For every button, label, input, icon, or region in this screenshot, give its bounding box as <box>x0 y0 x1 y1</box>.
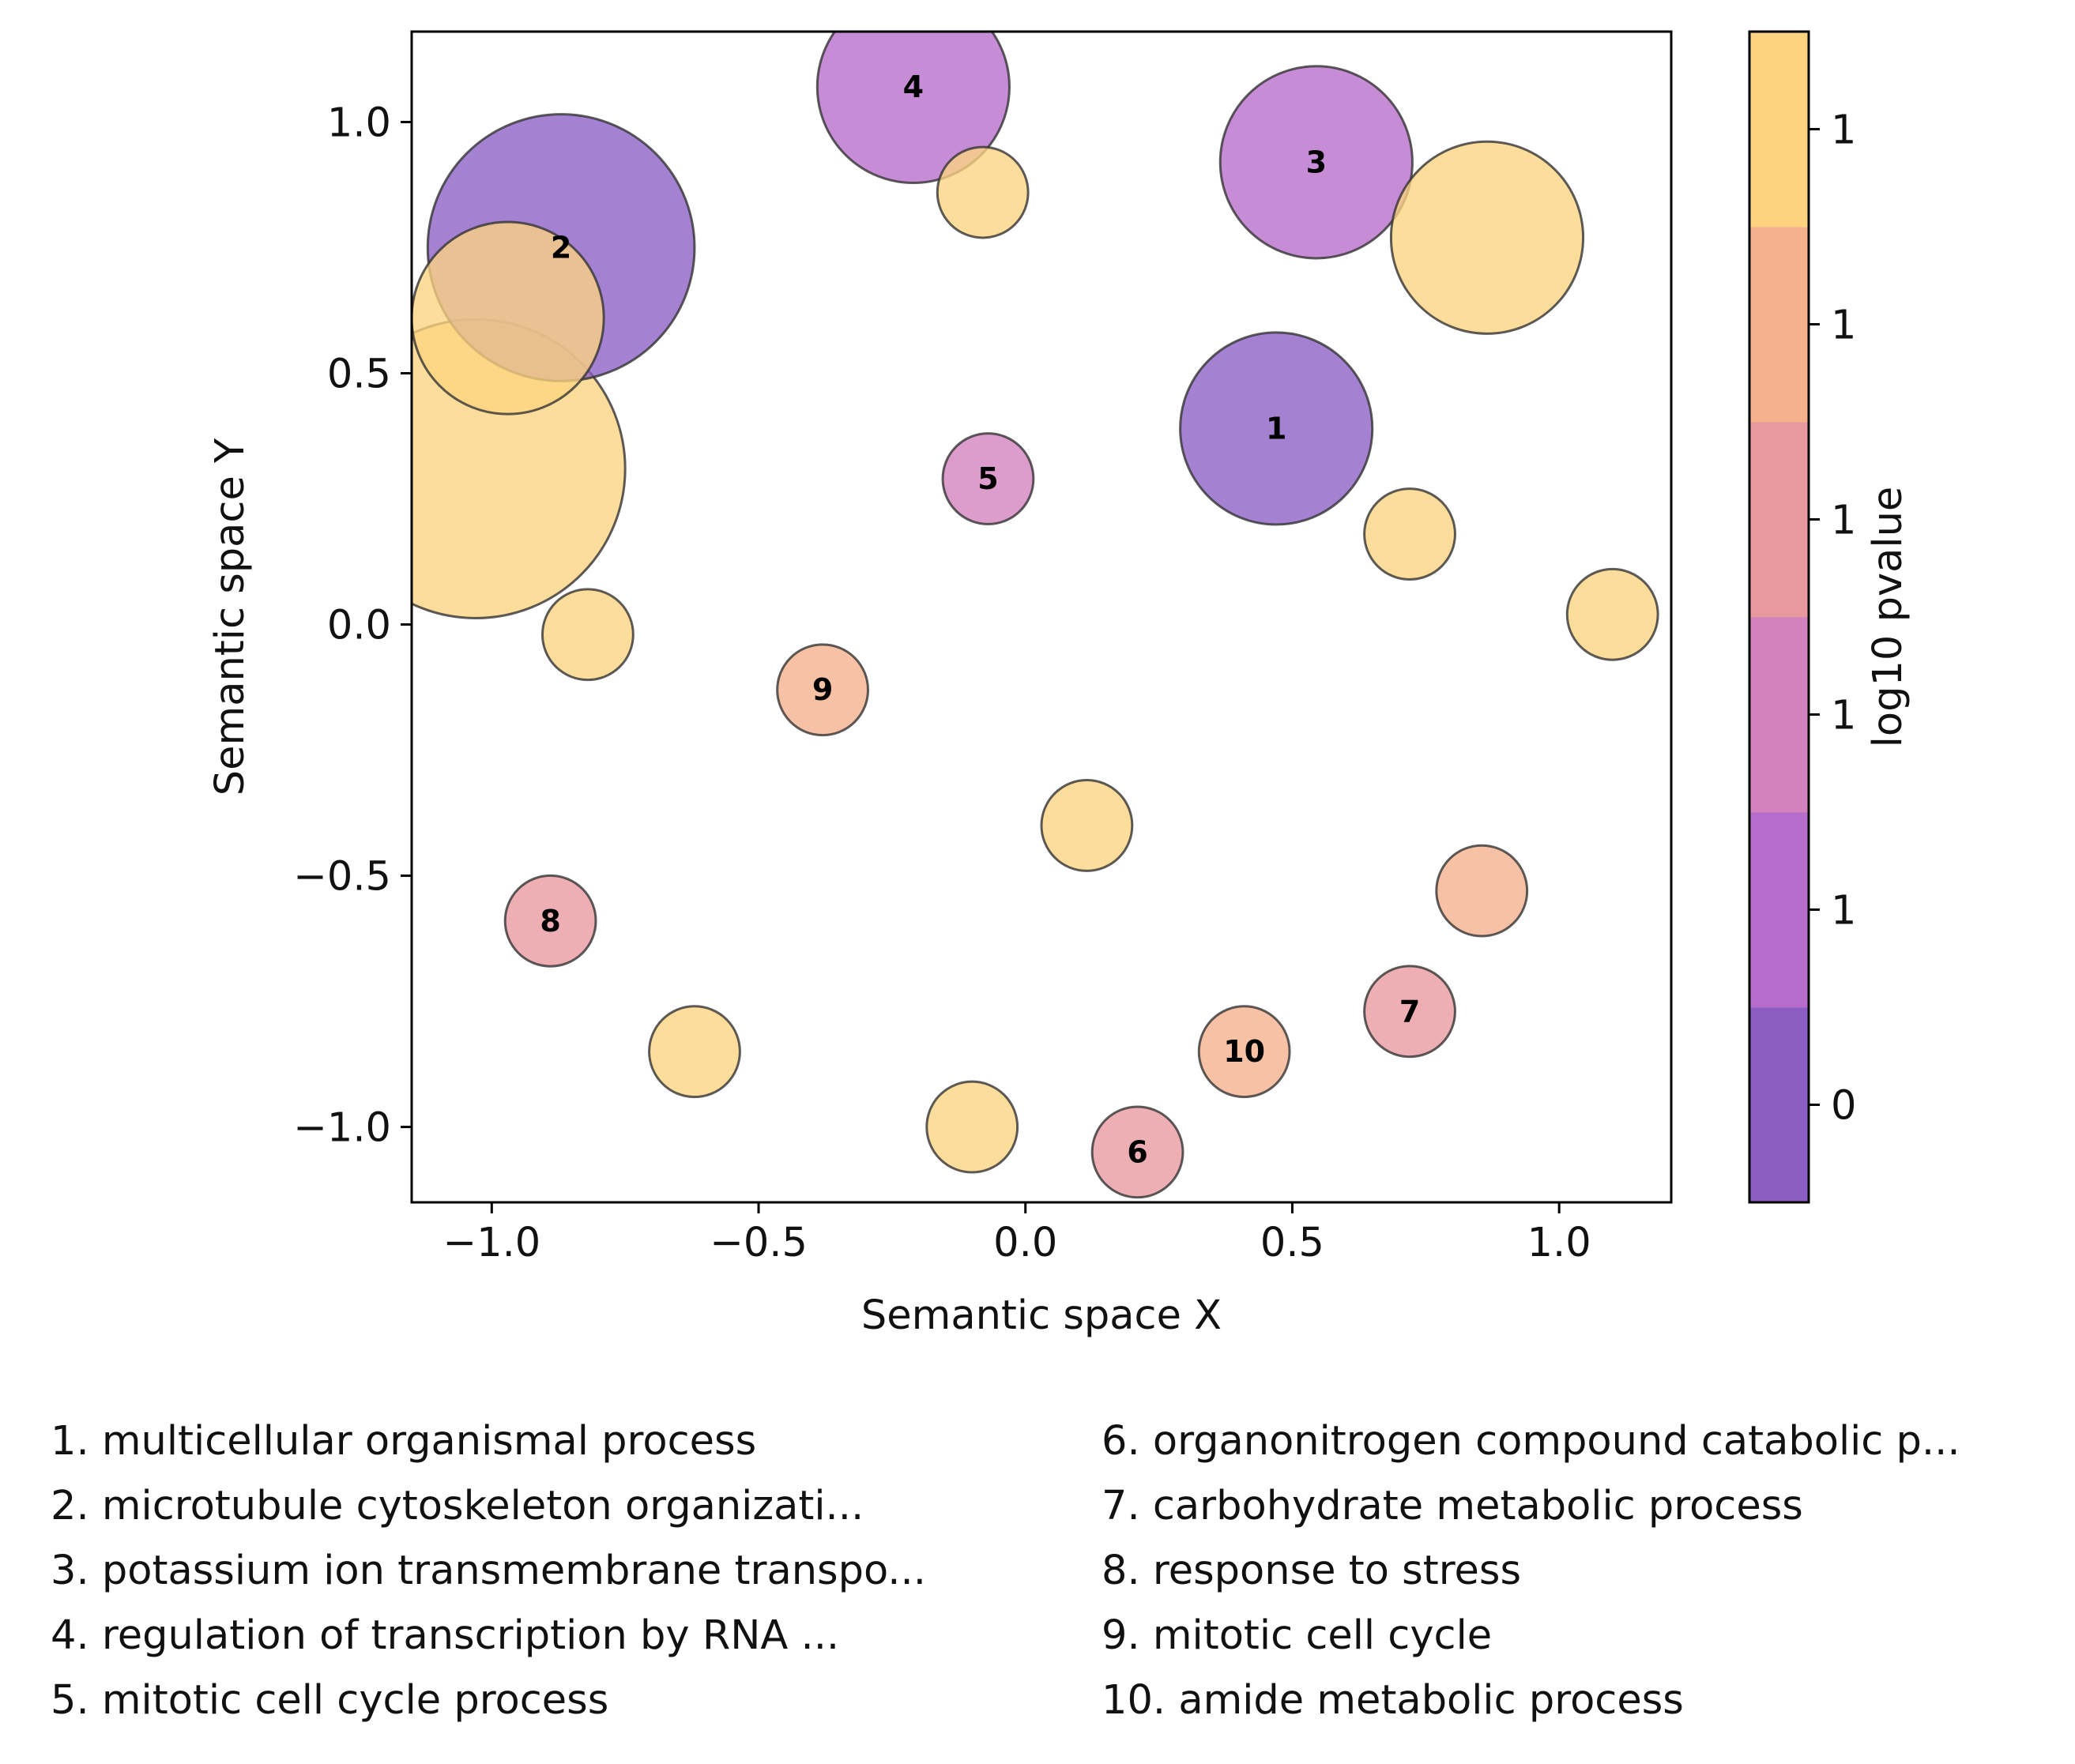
y-axis-label: Semantic space Y <box>207 438 254 795</box>
bubble-number-label: 4 <box>903 70 924 104</box>
legend-item: 2. microtubule cytoskeleton organizati..… <box>51 1483 864 1529</box>
legend-item: 1. multicellular organismal process <box>51 1418 757 1465</box>
bubble-point <box>1179 331 1374 526</box>
legend-item: 4. regulation of transcription by RNA ..… <box>51 1612 840 1659</box>
bubble-point <box>1218 65 1414 260</box>
x-tick-label: 0.5 <box>1260 1220 1324 1266</box>
y-axis: −1.0 −0.5 0.0 0.5 1.0 <box>293 100 412 1152</box>
bubble-point <box>925 1080 1019 1174</box>
bubble-point <box>815 32 1011 185</box>
bubble-number-label: 1 <box>1266 411 1286 446</box>
bubble-point <box>776 643 869 737</box>
colorbar-band <box>1749 32 1809 228</box>
bubble-point <box>1565 567 1659 661</box>
bubble-point <box>648 1005 741 1099</box>
colorbar-band <box>1749 227 1809 423</box>
y-tick-label: −0.5 <box>293 854 391 901</box>
bubble-point <box>1040 779 1134 872</box>
bubble-point <box>941 432 1035 525</box>
bubble-number-label: 7 <box>1399 994 1420 1029</box>
bubble-number-label: 8 <box>540 904 560 938</box>
bubble-point <box>1435 844 1529 938</box>
x-tick-label: 0.0 <box>993 1220 1057 1266</box>
y-tick-label: 1.0 <box>327 100 391 146</box>
legend-item: 10. amide metabolic process <box>1102 1677 1684 1724</box>
legend-item: 3. potassium ion transmembrane transpo..… <box>51 1548 926 1594</box>
bubble-point <box>1363 965 1456 1059</box>
colorbar-frame <box>1748 30 1810 1204</box>
y-tick-label: 0.5 <box>327 352 391 398</box>
bubble-number-label: 3 <box>1306 145 1327 179</box>
legend-item: 9. mitotic cell cycle <box>1102 1612 1493 1659</box>
bubble-point <box>1197 1005 1291 1099</box>
bubble-number-label: 6 <box>1127 1134 1147 1169</box>
colorbar-band <box>1749 812 1809 1008</box>
legend-item: 5. mitotic cell cycle process <box>51 1677 609 1724</box>
colorbar-band <box>1749 1007 1809 1203</box>
bubble-point <box>936 145 1030 239</box>
legend-item: 7. carbohydrate metabolic process <box>1102 1483 1803 1529</box>
y-tick-label: 0.0 <box>327 603 391 649</box>
colorbar-tick-label: 1 <box>1831 107 1856 154</box>
colorbar-band <box>1749 617 1809 813</box>
legend-item: 8. response to stress <box>1102 1548 1522 1594</box>
colorbar-tick-label: 1 <box>1831 888 1856 935</box>
x-tick-label: 1.0 <box>1527 1220 1591 1266</box>
y-tick-label: −1.0 <box>293 1105 391 1152</box>
bubble-point <box>1363 487 1456 581</box>
bubble-point <box>1389 140 1585 335</box>
x-tick-label: −0.5 <box>710 1220 808 1266</box>
bubble-point <box>1090 1105 1184 1199</box>
colorbar-tick-label: 1 <box>1831 693 1856 739</box>
plot-frame <box>410 30 1673 1204</box>
bubble-layer <box>412 32 1659 1199</box>
x-tick-label: −1.0 <box>442 1220 540 1266</box>
colorbar-tick-label: 0 <box>1831 1083 1856 1130</box>
colorbar-band <box>1749 422 1809 618</box>
colorbar-tick-label: 1 <box>1831 498 1856 544</box>
colorbar: 0 1 1 1 1 1 <box>1748 30 1856 1204</box>
bubble-number-label: 9 <box>812 672 833 707</box>
x-axis-label: Semantic space X <box>861 1292 1222 1339</box>
bubble-number-label: 2 <box>551 231 571 265</box>
legend-item: 6. organonitrogen compound catabolic p..… <box>1102 1418 1960 1465</box>
bubble-point <box>412 220 605 416</box>
colorbar-label: log10 pvalue <box>1865 487 1911 748</box>
bubble-label-layer: 2 4 3 1 5 9 8 7 10 6 <box>540 70 1420 1169</box>
bubble-point <box>540 588 635 682</box>
bubble-number-label: 5 <box>977 461 998 496</box>
x-axis: −1.0 −0.5 0.0 0.5 1.0 <box>442 1202 1591 1266</box>
bubble-point <box>503 874 597 968</box>
legend-column-1: 1. multicellular organismal process 2. m… <box>51 1409 926 1733</box>
colorbar-tick-label: 1 <box>1831 303 1856 349</box>
legend-column-2: 6. organonitrogen compound catabolic p..… <box>1102 1409 1960 1733</box>
bubble-number-label: 10 <box>1223 1034 1265 1069</box>
